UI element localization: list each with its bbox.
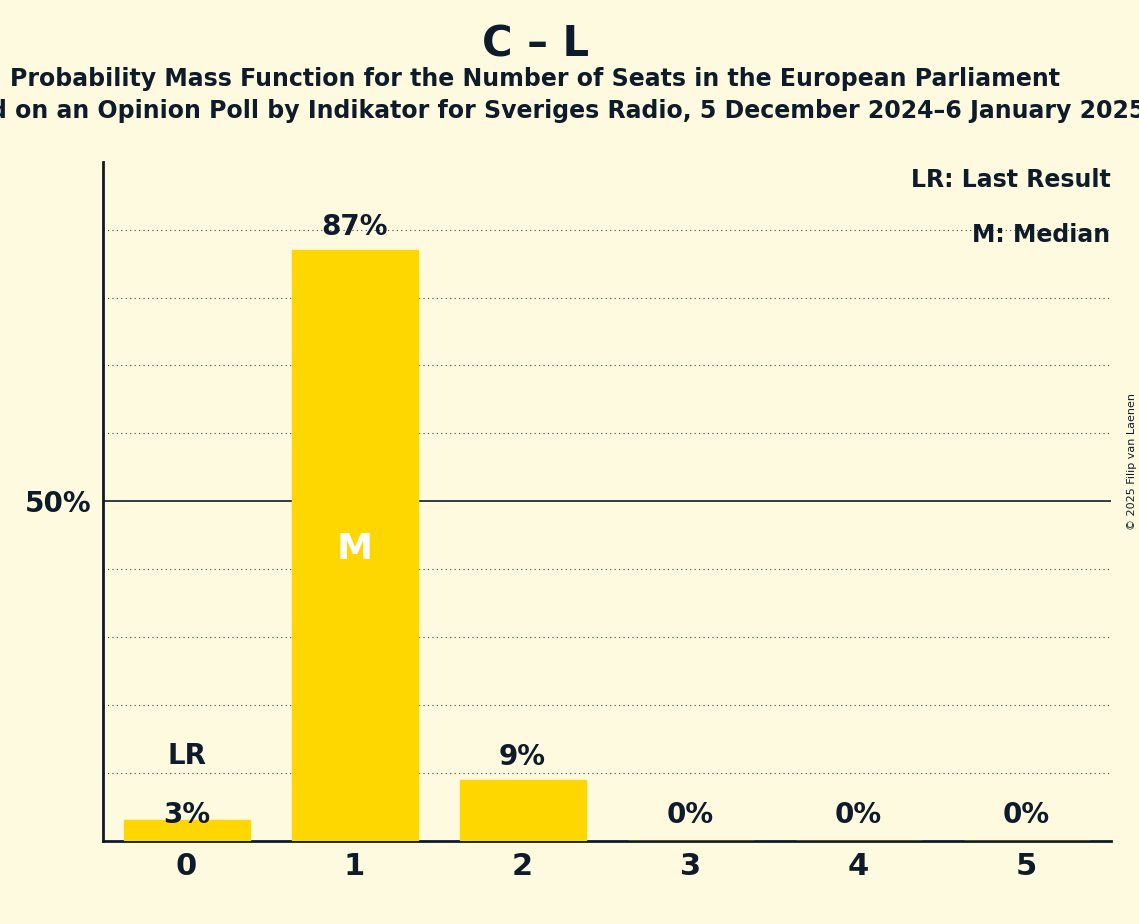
Text: LR: Last Result: LR: Last Result [911, 168, 1111, 192]
Text: 9%: 9% [499, 743, 546, 771]
Text: 0%: 0% [835, 800, 882, 829]
Text: © 2025 Filip van Laenen: © 2025 Filip van Laenen [1126, 394, 1137, 530]
Text: Based on an Opinion Poll by Indikator for Sveriges Radio, 5 December 2024–6 Janu: Based on an Opinion Poll by Indikator fo… [0, 99, 1139, 123]
Text: 87%: 87% [321, 213, 387, 241]
Text: Probability Mass Function for the Number of Seats in the European Parliament: Probability Mass Function for the Number… [10, 67, 1060, 91]
Text: 0%: 0% [667, 800, 714, 829]
Bar [459, 780, 585, 841]
Text: 0%: 0% [1003, 800, 1050, 829]
Text: M: Median: M: Median [973, 223, 1111, 247]
Bar [292, 250, 418, 841]
Text: LR: LR [167, 742, 206, 770]
Text: C – L: C – L [482, 23, 589, 65]
Text: 3%: 3% [163, 800, 210, 829]
Text: M: M [336, 532, 372, 565]
Bar [123, 821, 249, 841]
